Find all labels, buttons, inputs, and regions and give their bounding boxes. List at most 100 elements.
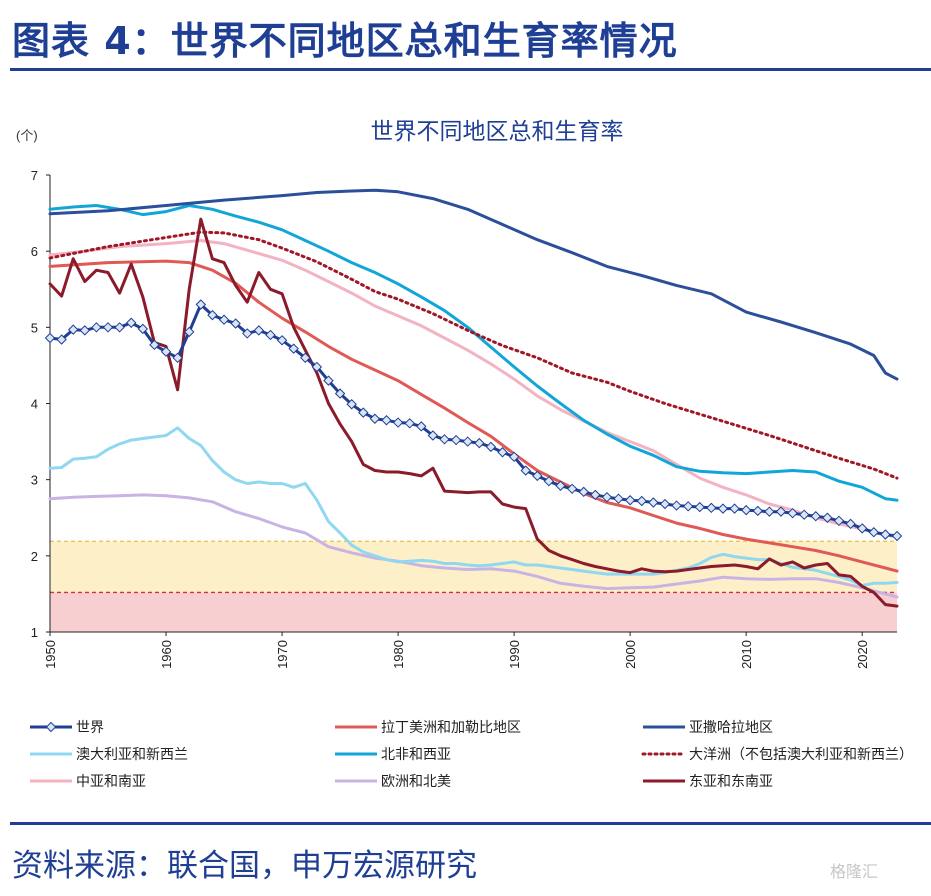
series-0-marker-1995 [566, 483, 578, 495]
x-tick-label-1950: 1950 [43, 640, 58, 669]
series-0-line [48, 303, 899, 538]
legend-label-0: 世界 [76, 719, 104, 735]
series-0-marker-1988 [485, 441, 497, 453]
series-3-line [48, 426, 899, 587]
series-0-marker-2007 [706, 502, 717, 514]
series-0-marker-1954 [91, 322, 102, 333]
series-0-marker-2015 [798, 509, 810, 520]
series-0-marker-1975 [334, 388, 346, 399]
axes: 1 2 3 4 5 6 7 1950 1960 1970 1980 1990 2000 2010 2020 [31, 168, 897, 669]
series-0-marker-1959 [149, 339, 160, 351]
series-0-marker-1998 [601, 491, 613, 503]
series-0-marker-2020 [856, 523, 868, 534]
bottom-rule [10, 822, 931, 825]
series-0-marker-1980 [392, 417, 404, 428]
series-0-marker-1953 [79, 325, 91, 336]
series-0-marker-1963 [195, 299, 207, 310]
series-0-marker-1969 [265, 329, 276, 341]
series-0-marker-2013 [775, 506, 787, 517]
source-note: 资料来源：联合国，申万宏源研究 [12, 848, 477, 884]
top-rule [10, 68, 931, 71]
legend-label-5: 大洋洲（不包括澳大利亚和新西兰） [689, 746, 913, 762]
y-tick-label-5: 5 [31, 320, 38, 335]
series-0-marker-1991 [520, 465, 531, 476]
band-0 [50, 592, 897, 632]
series-0-marker-2005 [682, 501, 694, 512]
y-axis-unit: (个) [16, 128, 38, 143]
series-0-marker-1977 [358, 407, 369, 418]
legend-label-8: 东亚和东南亚 [689, 773, 773, 789]
shaded-bands [50, 541, 897, 632]
x-tick-label-2010: 2010 [739, 640, 754, 669]
x-tick-label-2020: 2020 [855, 640, 870, 669]
reference-lines [50, 540, 897, 594]
series-0-marker-1997 [590, 489, 601, 501]
series-0-marker-1966 [230, 318, 241, 329]
series-2-line [48, 188, 899, 381]
legend-label-7: 欧洲和北美 [381, 773, 451, 789]
legend-label-1: 拉丁美洲和加勒比地区 [381, 719, 521, 735]
x-tick-label-1970: 1970 [275, 640, 290, 669]
x-tick-label-1960: 1960 [159, 640, 174, 669]
series-0-marker-1972 [300, 352, 311, 364]
legend-label-2: 亚撒哈拉地区 [689, 719, 773, 735]
series-0-marker-1950 [44, 332, 56, 344]
series-0-marker-2022 [880, 529, 891, 540]
series-0-marker-2023 [891, 530, 903, 542]
legend-label-6: 中亚和南亚 [76, 773, 146, 789]
series-0-marker-1996 [578, 486, 589, 498]
series-0-marker-1962 [184, 326, 195, 338]
series-0-marker-2009 [729, 503, 740, 514]
series-0-marker-1952 [67, 324, 79, 335]
series-0-marker-2019 [845, 518, 856, 530]
series-0-marker-2000 [624, 495, 636, 506]
series-0-marker-2010 [740, 504, 752, 516]
series-0-marker-1957 [126, 317, 137, 328]
series-4-line [48, 204, 899, 502]
series-0-marker-1994 [555, 480, 566, 491]
watermark-logo: 格隆汇 [830, 862, 879, 881]
series-0-marker-2004 [671, 500, 682, 511]
series-1-line [48, 259, 899, 573]
series-0-marker-1989 [497, 447, 508, 458]
series-0-marker-1992 [532, 470, 543, 482]
series-0-marker-1964 [207, 309, 218, 321]
series-0-marker-1999 [613, 493, 624, 504]
y-tick-label-3: 3 [31, 473, 38, 488]
y-tick-label-1: 1 [31, 625, 38, 640]
series-0-marker-1983 [427, 430, 439, 441]
series-0-marker-1960 [160, 346, 172, 357]
series-0-marker-2003 [659, 498, 671, 510]
x-tick-label-2000: 2000 [623, 640, 638, 669]
series-0-marker-1955 [102, 322, 114, 333]
series-0-marker-1951 [56, 334, 67, 345]
series-0-marker-1967 [242, 328, 253, 339]
series-0-marker-1956 [114, 322, 125, 333]
series-0-marker-2011 [752, 505, 763, 517]
series-0-marker-1981 [404, 418, 415, 429]
series-0-marker-1974 [323, 375, 334, 386]
series-6-line [48, 239, 899, 539]
figure-title: 图表 4：世界不同地区总和生育率情况 [12, 19, 678, 63]
series-0-marker-2006 [694, 501, 705, 513]
series-0-marker-1973 [311, 361, 323, 373]
series-0-marker-2002 [648, 497, 659, 508]
series-0-marker-1978 [369, 413, 381, 424]
series-0-marker-2012 [764, 506, 775, 517]
series-0-marker-2016 [810, 511, 821, 522]
series-lines [44, 188, 903, 608]
y-tick-label-7: 7 [31, 168, 38, 183]
series-0-marker-1986 [462, 436, 473, 447]
series-8-line [48, 217, 899, 608]
series-0-marker-1982 [416, 421, 427, 432]
series-7-line [48, 493, 899, 599]
series-0-marker-2001 [636, 495, 647, 507]
legend-label-4: 北非和西亚 [381, 746, 451, 762]
series-0-marker-2008 [717, 503, 729, 514]
legend-label-3: 澳大利亚和新西兰 [76, 746, 188, 762]
series-0-marker-1984 [439, 434, 450, 445]
series-0-marker-1961 [172, 352, 183, 364]
series-0-marker-1987 [474, 437, 485, 449]
